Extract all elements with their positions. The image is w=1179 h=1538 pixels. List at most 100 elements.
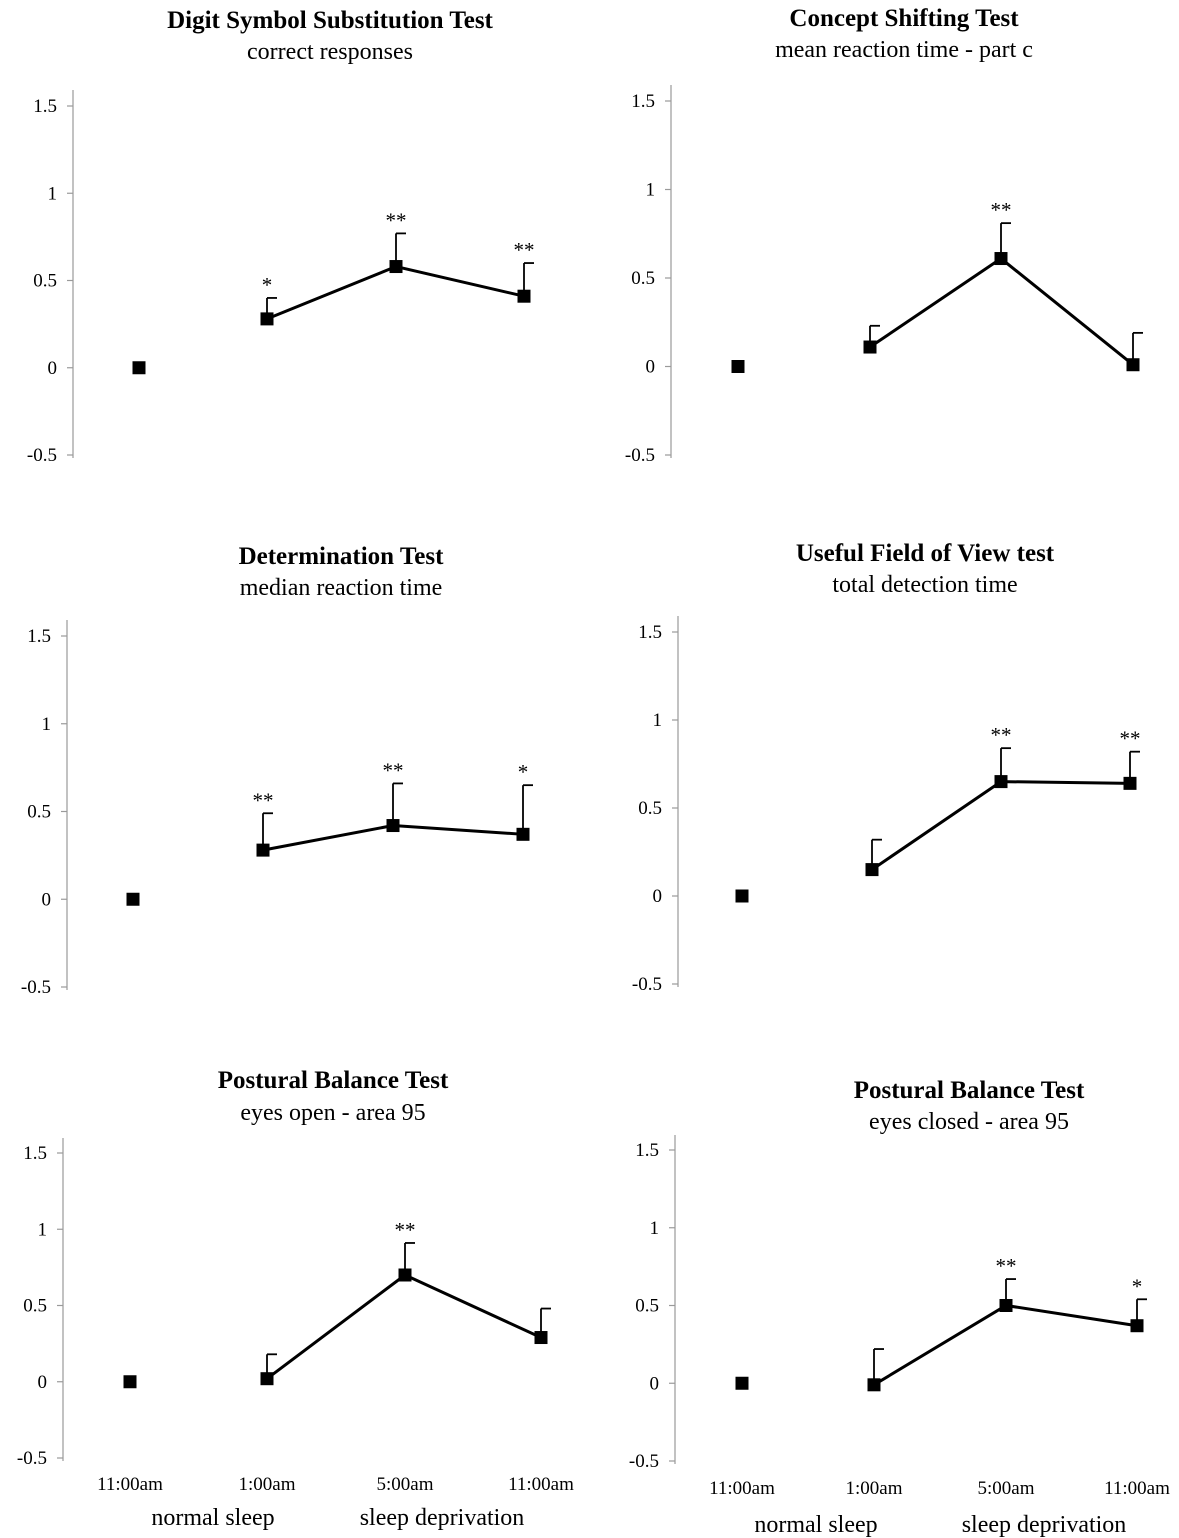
chart-panel: Determination Test median reaction time 1.… [21, 543, 533, 998]
y-tick-label: 0 [42, 889, 52, 910]
y-tick-label: 1 [646, 180, 656, 201]
y-tick-label: 1 [650, 1218, 660, 1239]
y-tick-label: 0.5 [23, 1296, 47, 1317]
chart-subtitle: total detection time [832, 572, 1017, 598]
y-tick-label: 1 [42, 714, 52, 735]
data-point [126, 892, 140, 906]
x-tick-label: 11:00am [508, 1474, 574, 1495]
y-tick-label: 0 [650, 1373, 660, 1394]
y-tick-label: 1 [653, 710, 663, 731]
series-line [266, 264, 525, 321]
data-point [398, 1268, 412, 1282]
y-tick-label: 0.5 [638, 798, 662, 819]
chart-subtitle: median reaction time [240, 575, 443, 601]
chart-subtitle: mean reaction time - part c [775, 37, 1033, 63]
y-tick-label: 1.5 [27, 626, 51, 647]
significance-label: ** [1120, 727, 1141, 751]
data-point [994, 775, 1008, 789]
data-point [994, 252, 1008, 266]
data-point [534, 1331, 548, 1345]
y-tick-label: -0.5 [632, 974, 662, 995]
y-tick-label: 0.5 [27, 802, 51, 823]
x-group-label: normal sleep [151, 1505, 274, 1531]
chart-panel: Postural Balance Test eyes open - area 95… [17, 1067, 574, 1531]
chart-panel: Digit Symbol Substitution Test correct re… [27, 7, 535, 466]
chart-title: Useful Field of View test [796, 540, 1055, 567]
x-tick-label: 5:00am [377, 1474, 434, 1495]
y-tick-label: 0.5 [631, 268, 655, 289]
x-tick-label: 5:00am [978, 1478, 1035, 1499]
y-tick-label: 0 [646, 357, 656, 378]
y-tick-label: -0.5 [17, 1448, 47, 1469]
chart-title: Concept Shifting Test [789, 5, 1019, 32]
significance-label: ** [395, 1218, 416, 1242]
chart-title: Postural Balance Test [854, 1077, 1085, 1104]
data-point [260, 1372, 274, 1386]
data-point [260, 312, 274, 326]
significance-label: ** [386, 208, 407, 232]
x-group-label: sleep deprivation [360, 1505, 525, 1531]
data-point [386, 819, 400, 833]
y-tick-label: 0.5 [635, 1296, 659, 1317]
data-point [389, 260, 403, 274]
x-tick-label: 1:00am [846, 1478, 903, 1499]
chart-panel: Concept Shifting Test mean reaction time … [625, 5, 1143, 466]
data-point [735, 1376, 749, 1390]
y-tick-label: 1.5 [638, 622, 662, 643]
y-tick-label: 0 [38, 1372, 48, 1393]
y-tick-label: 1.5 [631, 91, 655, 112]
series-line [871, 780, 1131, 871]
y-tick-label: -0.5 [625, 445, 655, 466]
y-tick-label: 1.5 [33, 96, 57, 117]
y-tick-label: -0.5 [21, 977, 51, 998]
chart-title: Determination Test [239, 543, 445, 570]
data-point [1123, 776, 1137, 790]
data-point [1126, 358, 1140, 372]
x-tick-label: 1:00am [239, 1474, 296, 1495]
significance-label: * [518, 760, 529, 784]
significance-label: ** [991, 723, 1012, 747]
y-tick-label: 1 [48, 183, 58, 204]
y-tick-label: -0.5 [27, 445, 57, 466]
y-tick-label: 0 [653, 886, 663, 907]
x-group-label: normal sleep [754, 1512, 877, 1538]
chart-subtitle: eyes open - area 95 [240, 1100, 425, 1126]
chart-panel: Postural Balance Test eyes closed - area … [629, 1077, 1170, 1538]
data-point [735, 889, 749, 903]
data-point [132, 361, 146, 375]
chart-panel: Useful Field of View test total detection… [632, 540, 1141, 995]
y-tick-label: 0.5 [33, 271, 57, 292]
significance-label: * [1132, 1274, 1143, 1298]
data-point [123, 1375, 137, 1389]
data-point [516, 827, 530, 841]
significance-label: ** [514, 238, 535, 262]
y-tick-label: -0.5 [629, 1451, 659, 1472]
chart-subtitle: correct responses [247, 39, 413, 65]
x-tick-label: 11:00am [709, 1478, 775, 1499]
data-point [1130, 1319, 1144, 1333]
data-point [256, 843, 270, 857]
series-line [873, 1303, 1138, 1387]
data-point [865, 863, 879, 877]
y-tick-label: 1.5 [635, 1140, 659, 1161]
chart-subtitle: eyes closed - area 95 [869, 1109, 1069, 1135]
significance-label: ** [383, 758, 404, 782]
data-point [863, 340, 877, 354]
series-line [266, 1273, 542, 1380]
significance-label: ** [253, 788, 274, 812]
x-group-label: sleep deprivation [962, 1512, 1127, 1538]
significance-label: ** [996, 1254, 1017, 1278]
significance-label: * [262, 273, 273, 297]
chart-title: Digit Symbol Substitution Test [167, 7, 493, 34]
y-tick-label: 1 [38, 1219, 48, 1240]
chart-title: Postural Balance Test [218, 1067, 449, 1094]
data-point [999, 1299, 1013, 1312]
significance-label: ** [991, 198, 1012, 222]
data-point [517, 289, 531, 303]
data-point [731, 360, 745, 373]
x-tick-label: 11:00am [97, 1474, 163, 1495]
y-tick-label: 0 [48, 358, 58, 379]
data-point [867, 1378, 881, 1392]
x-tick-label: 11:00am [1104, 1478, 1170, 1499]
